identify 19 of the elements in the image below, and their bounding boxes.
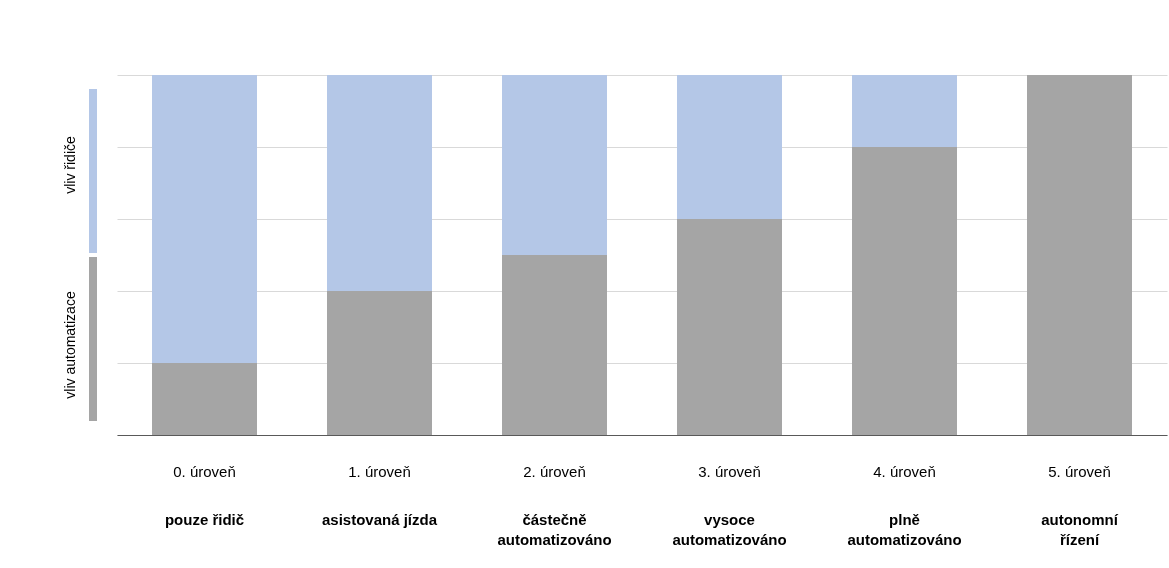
text: vliv řidiče [62, 136, 78, 194]
bar [152, 75, 257, 363]
text: vliv automatizace [62, 291, 78, 399]
category-label: 5. úroveň autonomní řízení [1041, 463, 1118, 548]
category-label: 1. úroveň asistovaná jízda [321, 463, 438, 528]
bar [502, 255, 607, 435]
category-label: 0. úroveň pouze řidič [164, 463, 245, 528]
category-label: 3. úroveň vysoce automatizováno [672, 463, 787, 548]
category-label: 2. úroveň částečně automatizováno [497, 463, 612, 548]
bar [1027, 75, 1132, 435]
bar [152, 363, 257, 435]
category-label: 4. úroveň plně automatizováno [847, 463, 962, 548]
bar [852, 147, 957, 435]
bar [327, 291, 432, 435]
bar [327, 75, 432, 291]
bar [677, 75, 782, 219]
bar [677, 219, 782, 435]
bar [852, 75, 957, 147]
bar [502, 75, 607, 255]
